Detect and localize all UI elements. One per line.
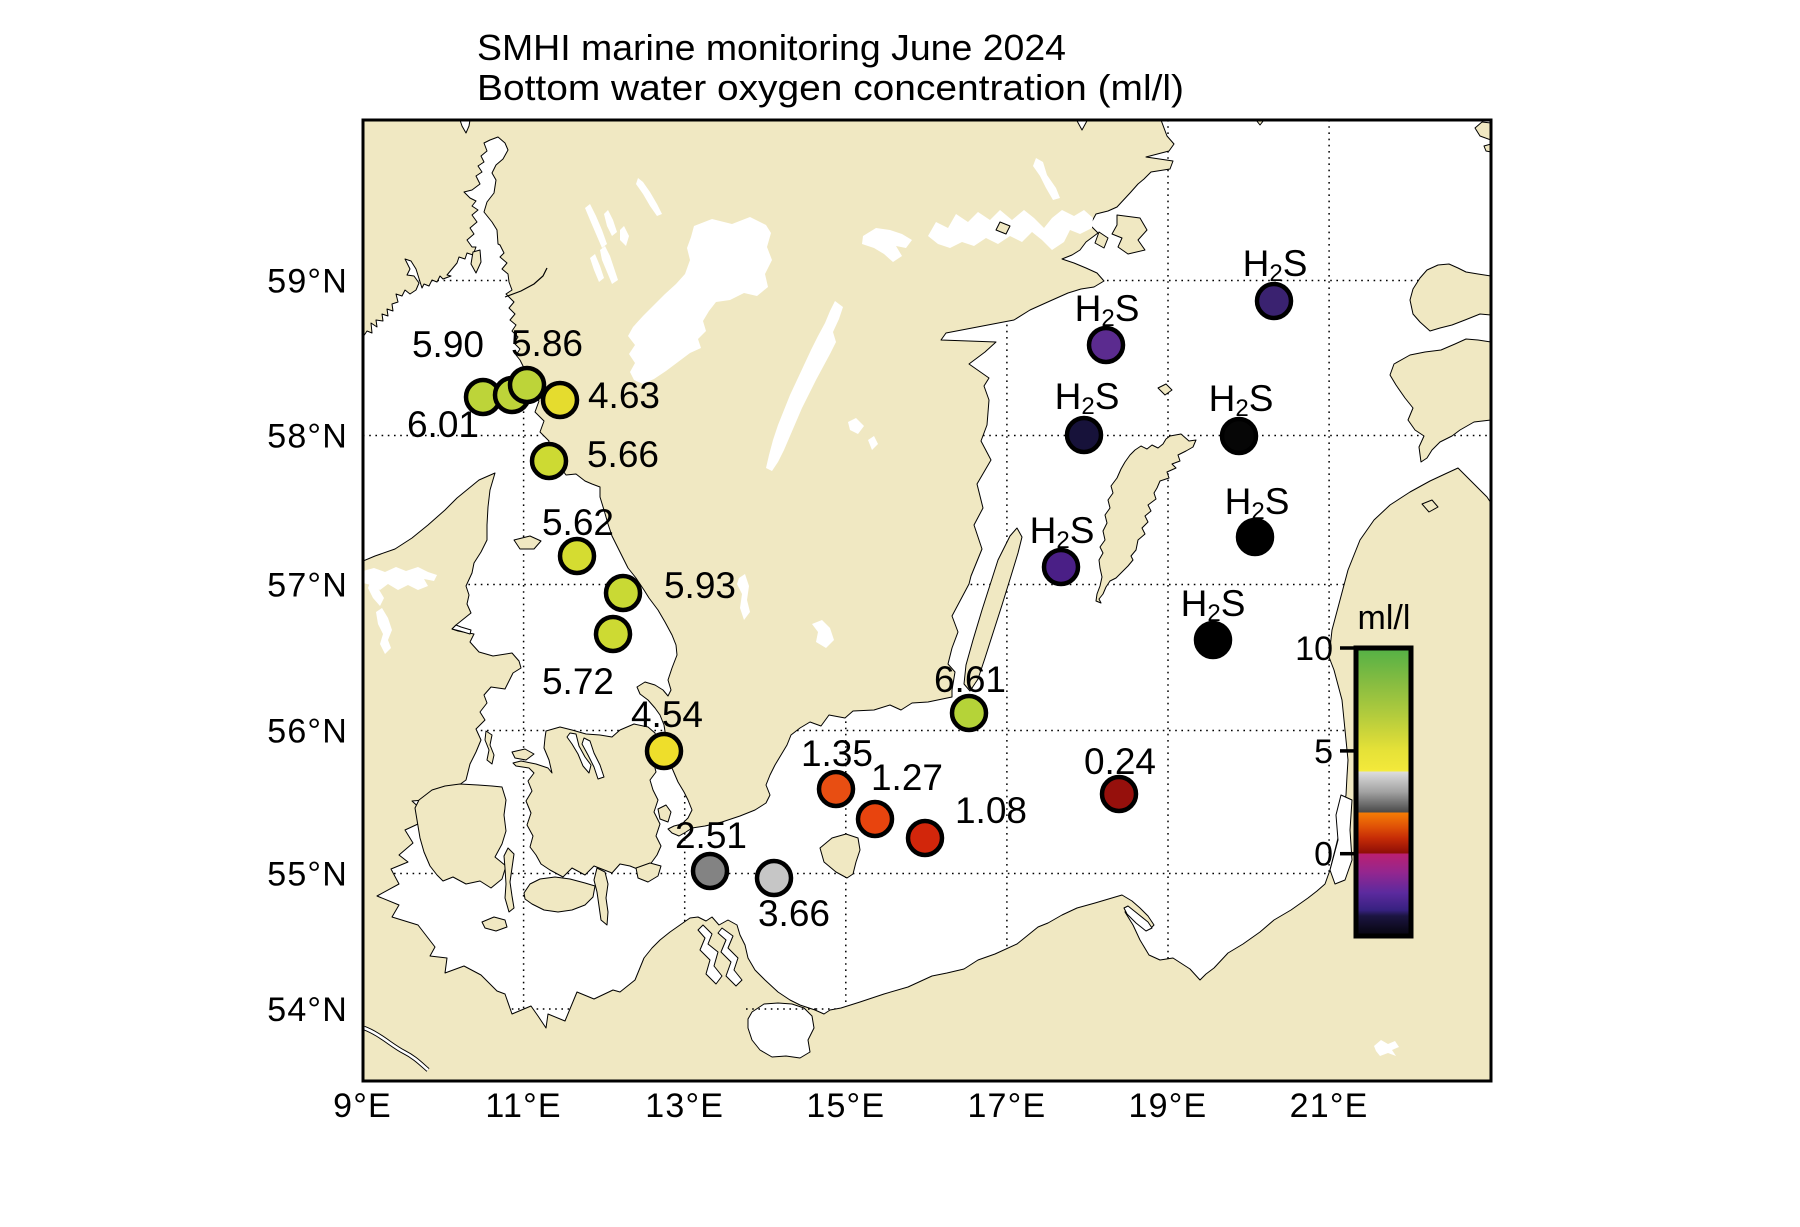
svg-text:H2S: H2S xyxy=(1209,378,1274,422)
svg-text:54°N: 54°N xyxy=(267,991,348,1029)
svg-text:5: 5 xyxy=(1314,733,1333,771)
svg-text:1.35: 1.35 xyxy=(801,733,873,774)
svg-text:5.72: 5.72 xyxy=(542,661,614,702)
svg-text:21°E: 21°E xyxy=(1290,1087,1369,1125)
svg-text:13°E: 13°E xyxy=(645,1087,724,1125)
svg-text:5.62: 5.62 xyxy=(542,502,614,543)
svg-text:4.63: 4.63 xyxy=(588,375,660,416)
svg-text:19°E: 19°E xyxy=(1129,1087,1208,1125)
svg-text:10: 10 xyxy=(1295,630,1333,668)
svg-text:Bottom water oxygen concentrat: Bottom water oxygen concentration (ml/l) xyxy=(477,67,1184,108)
svg-text:5.93: 5.93 xyxy=(664,565,736,606)
svg-text:59°N: 59°N xyxy=(267,263,348,301)
svg-text:SMHI marine monitoring June 20: SMHI marine monitoring June 2024 xyxy=(477,27,1066,68)
svg-text:5.86: 5.86 xyxy=(511,323,583,364)
svg-text:4.54: 4.54 xyxy=(631,694,703,735)
svg-text:57°N: 57°N xyxy=(267,567,348,605)
svg-text:11°E: 11°E xyxy=(485,1087,561,1125)
svg-text:1.27: 1.27 xyxy=(871,757,943,798)
svg-text:5.66: 5.66 xyxy=(587,434,659,475)
svg-text:3.66: 3.66 xyxy=(758,893,830,934)
svg-text:ml/l: ml/l xyxy=(1358,599,1411,637)
svg-text:5.90: 5.90 xyxy=(412,324,484,365)
svg-text:6.01: 6.01 xyxy=(407,404,479,445)
svg-text:56°N: 56°N xyxy=(267,713,348,751)
svg-text:9°E: 9°E xyxy=(333,1087,392,1125)
svg-text:58°N: 58°N xyxy=(267,418,348,456)
svg-text:H2S: H2S xyxy=(1030,510,1095,554)
svg-text:2.51: 2.51 xyxy=(675,815,747,856)
svg-text:H2S: H2S xyxy=(1075,288,1140,332)
svg-text:6.61: 6.61 xyxy=(934,659,1006,700)
svg-text:17°E: 17°E xyxy=(967,1087,1046,1125)
svg-text:H2S: H2S xyxy=(1181,583,1246,627)
svg-text:0: 0 xyxy=(1314,836,1333,874)
svg-text:0.24: 0.24 xyxy=(1084,741,1156,782)
svg-text:1.08: 1.08 xyxy=(955,790,1027,831)
svg-text:15°E: 15°E xyxy=(806,1087,885,1125)
svg-text:55°N: 55°N xyxy=(267,856,348,894)
